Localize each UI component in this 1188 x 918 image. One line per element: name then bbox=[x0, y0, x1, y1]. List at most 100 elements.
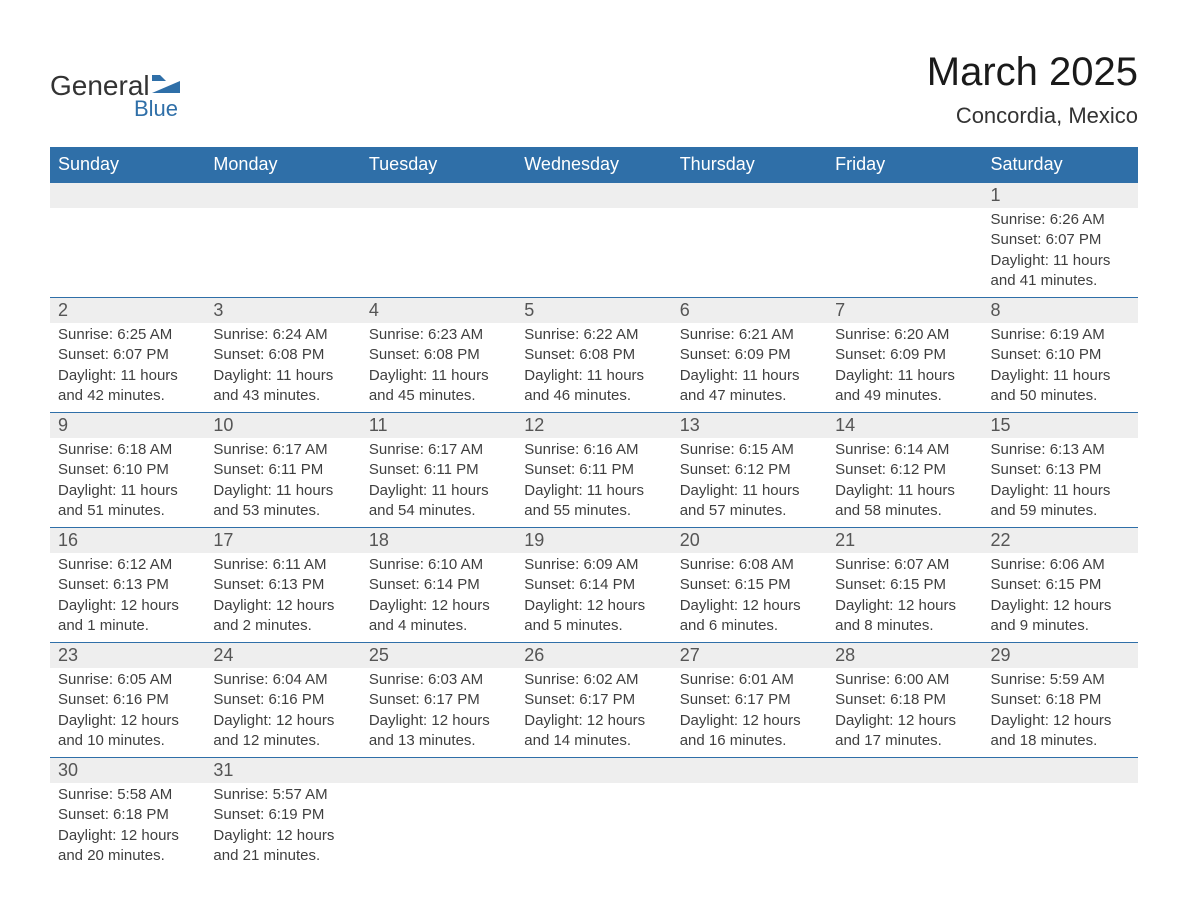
daylight-text-2: and 51 minutes. bbox=[58, 501, 197, 521]
day-data-cell: Sunrise: 6:07 AMSunset: 6:15 PMDaylight:… bbox=[827, 553, 982, 643]
day-number-cell bbox=[516, 183, 671, 209]
day-number-cell: 13 bbox=[672, 413, 827, 439]
daylight-text-1: Daylight: 12 hours bbox=[58, 826, 197, 846]
daynum-row: 16171819202122 bbox=[50, 528, 1138, 554]
sunset-text: Sunset: 6:18 PM bbox=[835, 690, 974, 710]
day-data-cell: Sunrise: 6:03 AMSunset: 6:17 PMDaylight:… bbox=[361, 668, 516, 758]
daylight-text-1: Daylight: 11 hours bbox=[213, 366, 352, 386]
location: Concordia, Mexico bbox=[927, 103, 1138, 129]
day-number-cell: 23 bbox=[50, 643, 205, 669]
sunset-text: Sunset: 6:17 PM bbox=[369, 690, 508, 710]
daylight-text-2: and 54 minutes. bbox=[369, 501, 508, 521]
sunset-text: Sunset: 6:08 PM bbox=[213, 345, 352, 365]
daylight-text-2: and 12 minutes. bbox=[213, 731, 352, 751]
sunset-text: Sunset: 6:12 PM bbox=[680, 460, 819, 480]
daylight-text-1: Daylight: 12 hours bbox=[524, 711, 663, 731]
day-number-cell: 22 bbox=[983, 528, 1138, 554]
daynum-row: 1 bbox=[50, 183, 1138, 209]
daylight-text-2: and 4 minutes. bbox=[369, 616, 508, 636]
daylight-text-1: Daylight: 12 hours bbox=[213, 826, 352, 846]
day-number-cell bbox=[672, 758, 827, 784]
day-number-cell bbox=[516, 758, 671, 784]
sunrise-text: Sunrise: 6:18 AM bbox=[58, 440, 197, 460]
daylight-text-2: and 18 minutes. bbox=[991, 731, 1130, 751]
sunset-text: Sunset: 6:18 PM bbox=[58, 805, 197, 825]
sunset-text: Sunset: 6:07 PM bbox=[58, 345, 197, 365]
daylight-text-2: and 57 minutes. bbox=[680, 501, 819, 521]
day-number-cell: 14 bbox=[827, 413, 982, 439]
daylight-text-1: Daylight: 11 hours bbox=[58, 366, 197, 386]
daynum-row: 3031 bbox=[50, 758, 1138, 784]
day-number-cell bbox=[827, 183, 982, 209]
day-data-cell: Sunrise: 6:16 AMSunset: 6:11 PMDaylight:… bbox=[516, 438, 671, 528]
sunrise-text: Sunrise: 6:26 AM bbox=[991, 210, 1130, 230]
day-data-cell: Sunrise: 6:19 AMSunset: 6:10 PMDaylight:… bbox=[983, 323, 1138, 413]
sunset-text: Sunset: 6:17 PM bbox=[680, 690, 819, 710]
day-number-cell: 30 bbox=[50, 758, 205, 784]
sunset-text: Sunset: 6:09 PM bbox=[835, 345, 974, 365]
daylight-text-2: and 41 minutes. bbox=[991, 271, 1130, 291]
daylight-text-2: and 46 minutes. bbox=[524, 386, 663, 406]
daylight-text-2: and 9 minutes. bbox=[991, 616, 1130, 636]
sunset-text: Sunset: 6:16 PM bbox=[213, 690, 352, 710]
data-row: Sunrise: 6:18 AMSunset: 6:10 PM Daylight:… bbox=[50, 438, 1138, 528]
day-data-cell: Sunrise: 6:06 AMSunset: 6:15 PMDaylight:… bbox=[983, 553, 1138, 643]
day-number-cell: 4 bbox=[361, 298, 516, 324]
daylight-text-2: and 21 minutes. bbox=[213, 846, 352, 866]
logo: General Blue bbox=[50, 50, 180, 122]
sunset-text: Sunset: 6:13 PM bbox=[991, 460, 1130, 480]
daylight-text-1: Daylight: 12 hours bbox=[213, 711, 352, 731]
daylight-text-1: Daylight: 12 hours bbox=[680, 596, 819, 616]
sunset-text: Sunset: 6:13 PM bbox=[213, 575, 352, 595]
sunrise-text: Sunrise: 6:04 AM bbox=[213, 670, 352, 690]
day-data-cell: Sunrise: 6:15 AMSunset: 6:12 PMDaylight:… bbox=[672, 438, 827, 528]
day-number-cell: 8 bbox=[983, 298, 1138, 324]
data-row: Sunrise: 6:26 AMSunset: 6:07 PMDaylight:… bbox=[50, 208, 1138, 298]
day-number-cell: 7 bbox=[827, 298, 982, 324]
sunrise-text: Sunrise: 6:08 AM bbox=[680, 555, 819, 575]
sunset-text: Sunset: 6:15 PM bbox=[835, 575, 974, 595]
sunrise-text: Sunrise: 6:05 AM bbox=[58, 670, 197, 690]
sunrise-text: Sunrise: 6:00 AM bbox=[835, 670, 974, 690]
daylight-text-1: Daylight: 12 hours bbox=[680, 711, 819, 731]
logo-flag-icon bbox=[152, 75, 180, 98]
daylight-text-2: and 16 minutes. bbox=[680, 731, 819, 751]
sunrise-text: Sunrise: 6:11 AM bbox=[213, 555, 352, 575]
month-title: March 2025 bbox=[927, 50, 1138, 95]
day-header: Sunday bbox=[50, 147, 205, 183]
day-header: Friday bbox=[827, 147, 982, 183]
sunset-text: Sunset: 6:11 PM bbox=[524, 460, 663, 480]
sunrise-text: Sunrise: 5:59 AM bbox=[991, 670, 1130, 690]
sunrise-text: Sunrise: 6:10 AM bbox=[369, 555, 508, 575]
daylight-text-1: Daylight: 12 hours bbox=[835, 711, 974, 731]
sunrise-text: Sunrise: 6:24 AM bbox=[213, 325, 352, 345]
day-data-cell bbox=[205, 208, 360, 298]
day-data-cell: Sunrise: 6:12 AMSunset: 6:13 PMDaylight:… bbox=[50, 553, 205, 643]
day-data-cell: Sunrise: 6:13 AMSunset: 6:13 PMDaylight:… bbox=[983, 438, 1138, 528]
day-data-cell bbox=[361, 208, 516, 298]
day-number-cell bbox=[983, 758, 1138, 784]
day-data-cell bbox=[516, 208, 671, 298]
day-number-cell: 16 bbox=[50, 528, 205, 554]
day-data-cell: Sunrise: 6:14 AMSunset: 6:12 PMDaylight:… bbox=[827, 438, 982, 528]
day-number-cell bbox=[361, 183, 516, 209]
daylight-text-1: Daylight: 12 hours bbox=[991, 596, 1130, 616]
day-data-cell bbox=[827, 208, 982, 298]
day-number-cell: 12 bbox=[516, 413, 671, 439]
daylight-text-2: and 49 minutes. bbox=[835, 386, 974, 406]
data-row: Sunrise: 6:12 AMSunset: 6:13 PMDaylight:… bbox=[50, 553, 1138, 643]
day-number-cell bbox=[205, 183, 360, 209]
daylight-text-1: Daylight: 12 hours bbox=[58, 596, 197, 616]
day-number-cell: 28 bbox=[827, 643, 982, 669]
daylight-text-1: Daylight: 11 hours bbox=[369, 481, 508, 501]
sunset-text: Sunset: 6:10 PM bbox=[58, 460, 197, 480]
sunrise-text: Sunrise: 6:16 AM bbox=[524, 440, 663, 460]
day-number-cell: 18 bbox=[361, 528, 516, 554]
header: General Blue March 2025 Concordia, Mexic… bbox=[50, 50, 1138, 129]
day-header: Thursday bbox=[672, 147, 827, 183]
sunset-text: Sunset: 6:11 PM bbox=[213, 460, 352, 480]
daylight-text-2: and 2 minutes. bbox=[213, 616, 352, 636]
data-row: Sunrise: 5:58 AMSunset: 6:18 PMDaylight:… bbox=[50, 783, 1138, 872]
day-number-cell: 3 bbox=[205, 298, 360, 324]
sunset-text: Sunset: 6:08 PM bbox=[524, 345, 663, 365]
